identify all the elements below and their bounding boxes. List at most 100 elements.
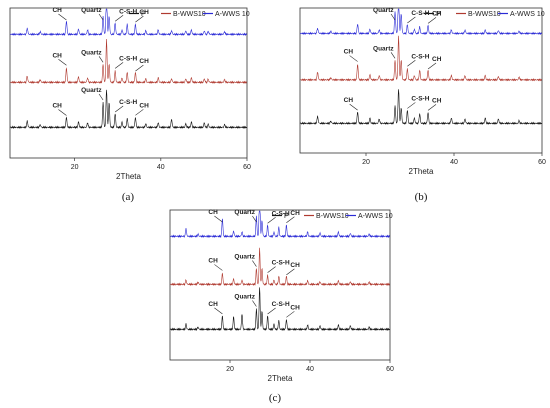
- plot-frame: [169, 209, 391, 361]
- legend-entry: B-WWS10: [468, 11, 501, 18]
- peak-annotation: Quartz: [234, 294, 255, 301]
- annotation-leader: [390, 52, 396, 59]
- panel-caption: (c): [269, 392, 282, 404]
- x-tick-label: 60: [538, 159, 546, 166]
- peak-annotation: CH: [139, 102, 149, 109]
- annotation-leader: [58, 59, 67, 66]
- panel-caption: (b): [415, 191, 428, 203]
- annotation-leader: [267, 266, 276, 273]
- peak-annotation: C-S-H: [272, 301, 290, 308]
- series-line-p: [169, 287, 391, 332]
- peak-annotation: CH: [208, 257, 218, 264]
- legend: P B-WWS10 A-WWS 10: [424, 11, 545, 18]
- annotation-leader: [214, 307, 223, 315]
- annotation-leader: [286, 268, 295, 276]
- x-tick-label: 60: [386, 366, 394, 373]
- legend: P B-WWS10 A-WWS 10: [272, 213, 393, 220]
- peak-annotation: CH: [208, 301, 218, 308]
- annotation-leader: [135, 15, 144, 23]
- peak-annotation: CH: [432, 97, 442, 104]
- annotation-leader: [214, 215, 223, 223]
- peak-annotation: CH: [344, 49, 354, 56]
- annotation-leader: [135, 109, 144, 116]
- x-axis-label: 2Theta: [116, 172, 141, 181]
- series-line-p: [299, 89, 543, 125]
- legend-entry: P: [436, 11, 441, 18]
- legend-entry: P: [284, 213, 289, 220]
- annotation-leader: [114, 105, 124, 113]
- annotation-leader: [252, 260, 257, 267]
- annotation-leader: [135, 64, 144, 72]
- annotation-leader: [114, 15, 124, 22]
- plot-frame: [9, 7, 248, 159]
- annotation-leader: [98, 13, 104, 21]
- peak-annotation: C-S-H: [411, 53, 429, 60]
- annotation-leader: [390, 13, 396, 21]
- annotation-leader: [252, 300, 257, 307]
- x-tick-label: 20: [226, 366, 234, 373]
- peak-annotation: Quartz: [81, 87, 102, 94]
- legend-entry: A-WWS 10: [510, 11, 545, 18]
- series-line-a-wws-10: [299, 8, 543, 36]
- peak-annotation: CH: [52, 52, 62, 59]
- annotation-leader: [407, 16, 416, 24]
- series-line-b-wws10: [299, 35, 543, 82]
- legend-entry: P: [141, 11, 146, 18]
- annotation-leader: [267, 307, 276, 315]
- x-axis-label: 2Theta: [409, 167, 434, 176]
- peak-annotation: Quartz: [81, 49, 102, 56]
- legend-entry: A-WWS 10: [215, 11, 250, 18]
- x-axis-label: 2Theta: [268, 374, 293, 383]
- peak-annotation: C-S-H: [119, 99, 137, 106]
- x-tick-label: 20: [71, 164, 79, 171]
- peak-annotation: Quartz: [81, 7, 102, 14]
- legend: P B-WWS10 A-WWS 10: [129, 11, 250, 18]
- annotation-leader: [349, 55, 358, 62]
- peak-annotation: CH: [208, 209, 218, 216]
- panel-caption: (a): [122, 191, 135, 203]
- peak-annotation: Quartz: [373, 45, 394, 52]
- peak-annotation: C-S-H: [411, 10, 429, 17]
- peak-annotation: CH: [432, 10, 442, 17]
- series-line-b-wws10: [169, 247, 391, 287]
- annotation-leader: [58, 13, 67, 21]
- annotation-leader: [407, 102, 416, 109]
- x-tick-label: 60: [243, 164, 251, 171]
- annotation-leader: [427, 104, 437, 111]
- annotation-leader: [58, 109, 67, 116]
- annotation-leader: [98, 93, 104, 101]
- annotation-leader: [267, 217, 276, 224]
- annotation-leader: [286, 311, 295, 318]
- series-line-a-wws-10: [169, 210, 391, 239]
- peak-annotation: C-S-H: [119, 55, 137, 62]
- x-tick-label: 40: [450, 159, 458, 166]
- peak-annotation: CH: [290, 262, 300, 269]
- peak-annotation: CH: [344, 97, 354, 104]
- legend-entry: B-WWS10: [173, 11, 206, 18]
- series-line-p: [9, 89, 248, 130]
- annotation-leader: [286, 216, 295, 224]
- annotation-leader: [98, 56, 104, 63]
- peak-annotation: CH: [432, 56, 442, 63]
- series-line-b-wws10: [9, 38, 248, 85]
- peak-annotation: Quartz: [373, 7, 394, 14]
- annotation-leader: [252, 215, 257, 223]
- peak-annotation: CH: [52, 7, 62, 14]
- peak-annotation: C-S-H: [272, 210, 290, 217]
- legend-entry: B-WWS10: [316, 213, 349, 220]
- legend-entry: A-WWS 10: [358, 213, 393, 220]
- peak-annotation: CH: [139, 58, 149, 65]
- x-tick-label: 40: [157, 164, 165, 171]
- annotation-leader: [114, 62, 124, 69]
- peak-annotation: C-S-H: [119, 8, 137, 15]
- peak-annotation: Quartz: [234, 254, 255, 261]
- plot-frame: [299, 7, 543, 154]
- peak-annotation: CH: [139, 9, 149, 16]
- peak-annotation: CH: [52, 103, 62, 110]
- peak-annotation: Quartz: [234, 209, 255, 216]
- peak-annotation: C-S-H: [411, 95, 429, 102]
